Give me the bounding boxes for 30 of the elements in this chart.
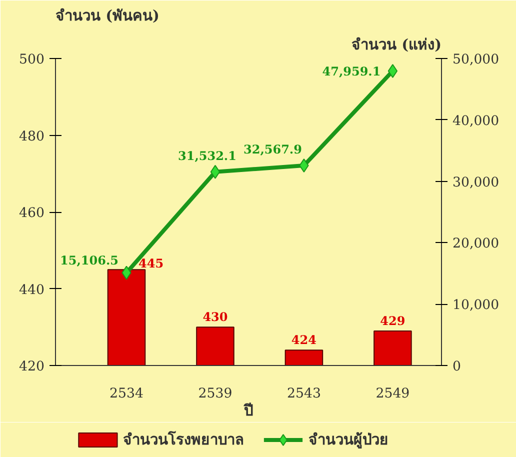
x-tick-label: 2534 xyxy=(110,386,144,402)
y-tick-label: 460 xyxy=(19,206,45,221)
y-tick-label: 480 xyxy=(19,129,45,144)
y2-tick-label: 0 xyxy=(452,360,461,374)
x-tick-label: 2549 xyxy=(376,386,410,402)
data-label: 445 xyxy=(138,256,164,271)
y2-tick-label: 10,000 xyxy=(452,298,500,314)
x-tick-label: 2539 xyxy=(198,386,232,402)
y2-tick-label: 20,000 xyxy=(452,236,500,252)
y2-axis-title: จำนวน (แห่ง) xyxy=(352,36,442,54)
data-label: 47,959.1 xyxy=(322,64,381,79)
data-label: 31,532.1 xyxy=(178,148,236,163)
data-label: 424 xyxy=(291,333,316,348)
y2-tick-label: 40,000 xyxy=(452,114,500,129)
data-label: 430 xyxy=(202,310,228,324)
y-tick-label: 420 xyxy=(19,360,45,374)
legend-label: จำนวนผู้ป่วย xyxy=(308,432,388,450)
x-tick-label: 2543 xyxy=(287,386,321,402)
y2-tick-label: 50,000 xyxy=(452,52,500,68)
y-axis-title: จำนวน (พันคน) xyxy=(56,8,160,24)
legend-label: จำนวนโรงพยาบาล xyxy=(123,430,244,448)
point xyxy=(388,64,398,78)
y-tick-label: 440 xyxy=(19,282,45,298)
y2-tick-label: 30,000 xyxy=(452,175,500,190)
data-label: 32,567.9 xyxy=(244,142,302,157)
data-label: 15,106.5 xyxy=(60,254,118,268)
data-label: 429 xyxy=(380,314,406,328)
point xyxy=(210,164,220,179)
x-axis-title: ปี xyxy=(243,402,253,420)
y-tick-label: 500 xyxy=(19,52,45,68)
